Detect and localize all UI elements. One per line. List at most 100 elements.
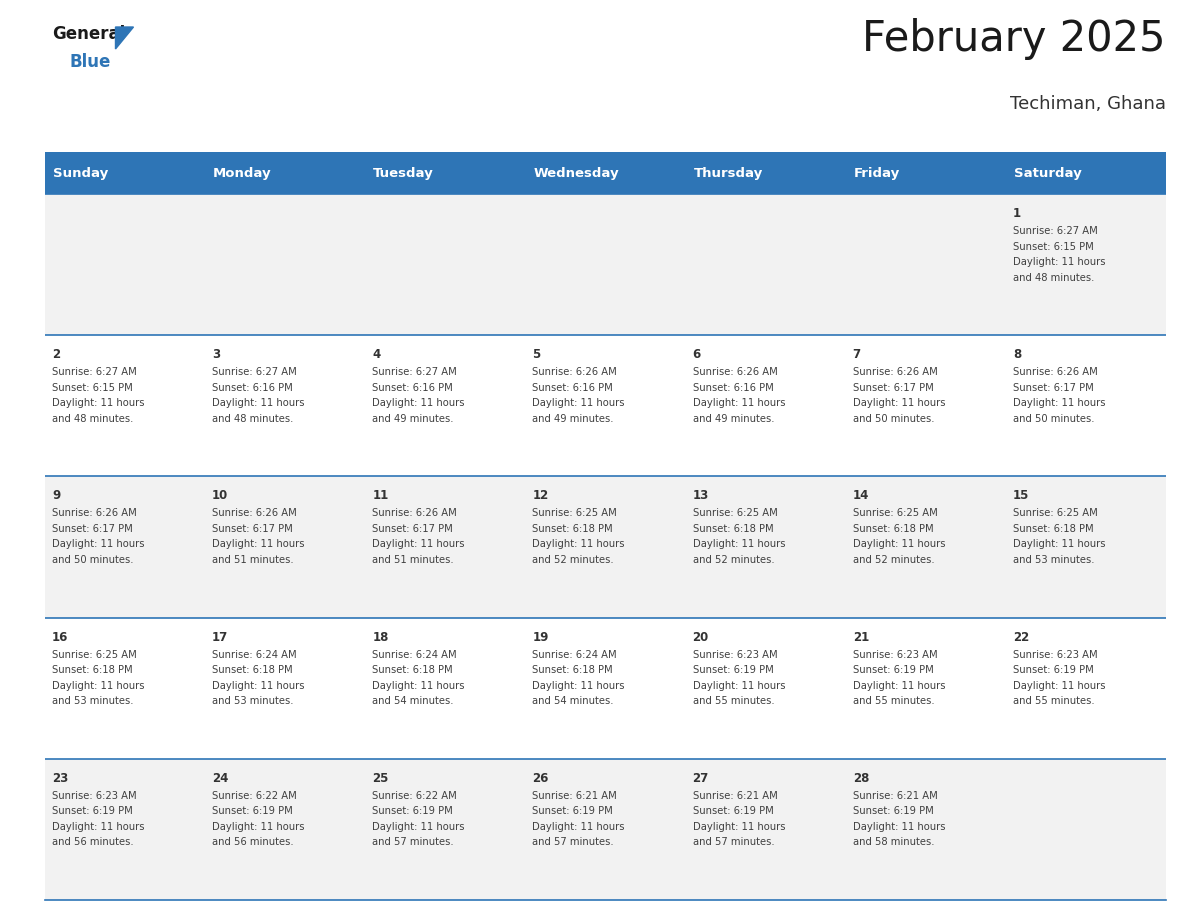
Bar bbox=[525, 152, 685, 194]
Text: and 58 minutes.: and 58 minutes. bbox=[853, 837, 934, 847]
Text: Sunrise: 6:26 AM: Sunrise: 6:26 AM bbox=[52, 509, 137, 519]
Text: Daylight: 11 hours: Daylight: 11 hours bbox=[372, 540, 465, 549]
Text: Sunset: 6:19 PM: Sunset: 6:19 PM bbox=[693, 666, 773, 675]
Bar bbox=[685, 194, 846, 335]
Text: Sunrise: 6:24 AM: Sunrise: 6:24 AM bbox=[213, 650, 297, 660]
Text: Sunrise: 6:24 AM: Sunrise: 6:24 AM bbox=[372, 650, 457, 660]
Text: Sunset: 6:19 PM: Sunset: 6:19 PM bbox=[853, 806, 934, 816]
Text: Sunrise: 6:21 AM: Sunrise: 6:21 AM bbox=[532, 790, 618, 800]
Bar bbox=[206, 759, 365, 900]
Bar bbox=[206, 194, 365, 335]
Text: Sunrise: 6:21 AM: Sunrise: 6:21 AM bbox=[853, 790, 937, 800]
Text: 20: 20 bbox=[693, 631, 709, 644]
Text: and 52 minutes.: and 52 minutes. bbox=[693, 554, 775, 565]
Bar bbox=[206, 476, 365, 618]
Text: 3: 3 bbox=[213, 348, 220, 361]
Text: Sunset: 6:16 PM: Sunset: 6:16 PM bbox=[693, 383, 773, 393]
Text: Sunset: 6:18 PM: Sunset: 6:18 PM bbox=[853, 524, 934, 534]
Bar bbox=[45, 476, 206, 618]
Text: Daylight: 11 hours: Daylight: 11 hours bbox=[213, 398, 304, 409]
Text: and 55 minutes.: and 55 minutes. bbox=[693, 696, 775, 706]
Text: 17: 17 bbox=[213, 631, 228, 644]
Text: Daylight: 11 hours: Daylight: 11 hours bbox=[532, 398, 625, 409]
Text: Daylight: 11 hours: Daylight: 11 hours bbox=[532, 680, 625, 690]
Text: Wednesday: Wednesday bbox=[533, 166, 619, 180]
Text: Daylight: 11 hours: Daylight: 11 hours bbox=[1013, 540, 1105, 549]
Bar bbox=[45, 618, 206, 759]
Bar bbox=[1006, 618, 1165, 759]
Text: and 50 minutes.: and 50 minutes. bbox=[52, 554, 133, 565]
Text: Daylight: 11 hours: Daylight: 11 hours bbox=[532, 540, 625, 549]
Text: Sunrise: 6:23 AM: Sunrise: 6:23 AM bbox=[1013, 650, 1098, 660]
Text: 21: 21 bbox=[853, 631, 868, 644]
Text: and 48 minutes.: and 48 minutes. bbox=[1013, 273, 1094, 283]
Bar bbox=[525, 759, 685, 900]
Polygon shape bbox=[115, 27, 133, 49]
Text: Sunset: 6:15 PM: Sunset: 6:15 PM bbox=[52, 383, 133, 393]
Bar bbox=[846, 759, 1006, 900]
Text: and 57 minutes.: and 57 minutes. bbox=[693, 837, 775, 847]
Text: Sunrise: 6:27 AM: Sunrise: 6:27 AM bbox=[213, 367, 297, 377]
Text: Sunrise: 6:27 AM: Sunrise: 6:27 AM bbox=[52, 367, 137, 377]
Text: Daylight: 11 hours: Daylight: 11 hours bbox=[52, 680, 145, 690]
Text: Sunset: 6:19 PM: Sunset: 6:19 PM bbox=[52, 806, 133, 816]
Text: Daylight: 11 hours: Daylight: 11 hours bbox=[532, 822, 625, 832]
Bar bbox=[206, 152, 365, 194]
Text: 23: 23 bbox=[52, 772, 68, 785]
Text: Sunrise: 6:25 AM: Sunrise: 6:25 AM bbox=[1013, 509, 1098, 519]
Bar bbox=[846, 476, 1006, 618]
Text: Sunset: 6:19 PM: Sunset: 6:19 PM bbox=[1013, 666, 1094, 675]
Bar bbox=[365, 618, 525, 759]
Text: Saturday: Saturday bbox=[1013, 166, 1081, 180]
Text: Sunset: 6:15 PM: Sunset: 6:15 PM bbox=[1013, 241, 1094, 252]
Bar bbox=[1006, 476, 1165, 618]
Bar bbox=[525, 335, 685, 476]
Text: 19: 19 bbox=[532, 631, 549, 644]
Text: Sunrise: 6:26 AM: Sunrise: 6:26 AM bbox=[532, 367, 618, 377]
Text: Daylight: 11 hours: Daylight: 11 hours bbox=[693, 822, 785, 832]
Text: Sunset: 6:17 PM: Sunset: 6:17 PM bbox=[52, 524, 133, 534]
Text: and 52 minutes.: and 52 minutes. bbox=[853, 554, 934, 565]
Text: Sunrise: 6:25 AM: Sunrise: 6:25 AM bbox=[532, 509, 618, 519]
Bar bbox=[846, 194, 1006, 335]
Text: 15: 15 bbox=[1013, 489, 1029, 502]
Text: Sunrise: 6:25 AM: Sunrise: 6:25 AM bbox=[853, 509, 937, 519]
Text: Sunrise: 6:23 AM: Sunrise: 6:23 AM bbox=[853, 650, 937, 660]
Bar bbox=[365, 194, 525, 335]
Text: 11: 11 bbox=[372, 489, 388, 502]
Text: and 49 minutes.: and 49 minutes. bbox=[693, 414, 775, 424]
Text: Daylight: 11 hours: Daylight: 11 hours bbox=[52, 822, 145, 832]
Bar bbox=[846, 152, 1006, 194]
Text: and 55 minutes.: and 55 minutes. bbox=[853, 696, 934, 706]
Text: Daylight: 11 hours: Daylight: 11 hours bbox=[1013, 257, 1105, 267]
Text: Sunrise: 6:26 AM: Sunrise: 6:26 AM bbox=[1013, 367, 1098, 377]
Text: Sunset: 6:18 PM: Sunset: 6:18 PM bbox=[532, 524, 613, 534]
Bar bbox=[1006, 194, 1165, 335]
Text: Sunset: 6:18 PM: Sunset: 6:18 PM bbox=[693, 524, 773, 534]
Text: 18: 18 bbox=[372, 631, 388, 644]
Text: and 48 minutes.: and 48 minutes. bbox=[52, 414, 133, 424]
Text: and 57 minutes.: and 57 minutes. bbox=[532, 837, 614, 847]
Text: Sunrise: 6:27 AM: Sunrise: 6:27 AM bbox=[1013, 226, 1098, 236]
Text: 16: 16 bbox=[52, 631, 69, 644]
Text: 9: 9 bbox=[52, 489, 61, 502]
Text: and 51 minutes.: and 51 minutes. bbox=[372, 554, 454, 565]
Text: Sunset: 6:19 PM: Sunset: 6:19 PM bbox=[213, 806, 293, 816]
Text: Friday: Friday bbox=[854, 166, 901, 180]
Text: 7: 7 bbox=[853, 348, 861, 361]
Text: Daylight: 11 hours: Daylight: 11 hours bbox=[1013, 398, 1105, 409]
Text: Sunset: 6:19 PM: Sunset: 6:19 PM bbox=[693, 806, 773, 816]
Text: Sunrise: 6:26 AM: Sunrise: 6:26 AM bbox=[213, 509, 297, 519]
Text: Sunrise: 6:25 AM: Sunrise: 6:25 AM bbox=[52, 650, 137, 660]
Text: and 56 minutes.: and 56 minutes. bbox=[213, 837, 293, 847]
Text: Sunrise: 6:22 AM: Sunrise: 6:22 AM bbox=[372, 790, 457, 800]
Text: 22: 22 bbox=[1013, 631, 1029, 644]
Bar bbox=[206, 618, 365, 759]
Bar bbox=[525, 476, 685, 618]
Text: Sunrise: 6:22 AM: Sunrise: 6:22 AM bbox=[213, 790, 297, 800]
Text: Sunset: 6:18 PM: Sunset: 6:18 PM bbox=[213, 666, 292, 675]
Text: and 50 minutes.: and 50 minutes. bbox=[1013, 414, 1094, 424]
Text: 13: 13 bbox=[693, 489, 709, 502]
Text: Thursday: Thursday bbox=[694, 166, 763, 180]
Text: 2: 2 bbox=[52, 348, 61, 361]
